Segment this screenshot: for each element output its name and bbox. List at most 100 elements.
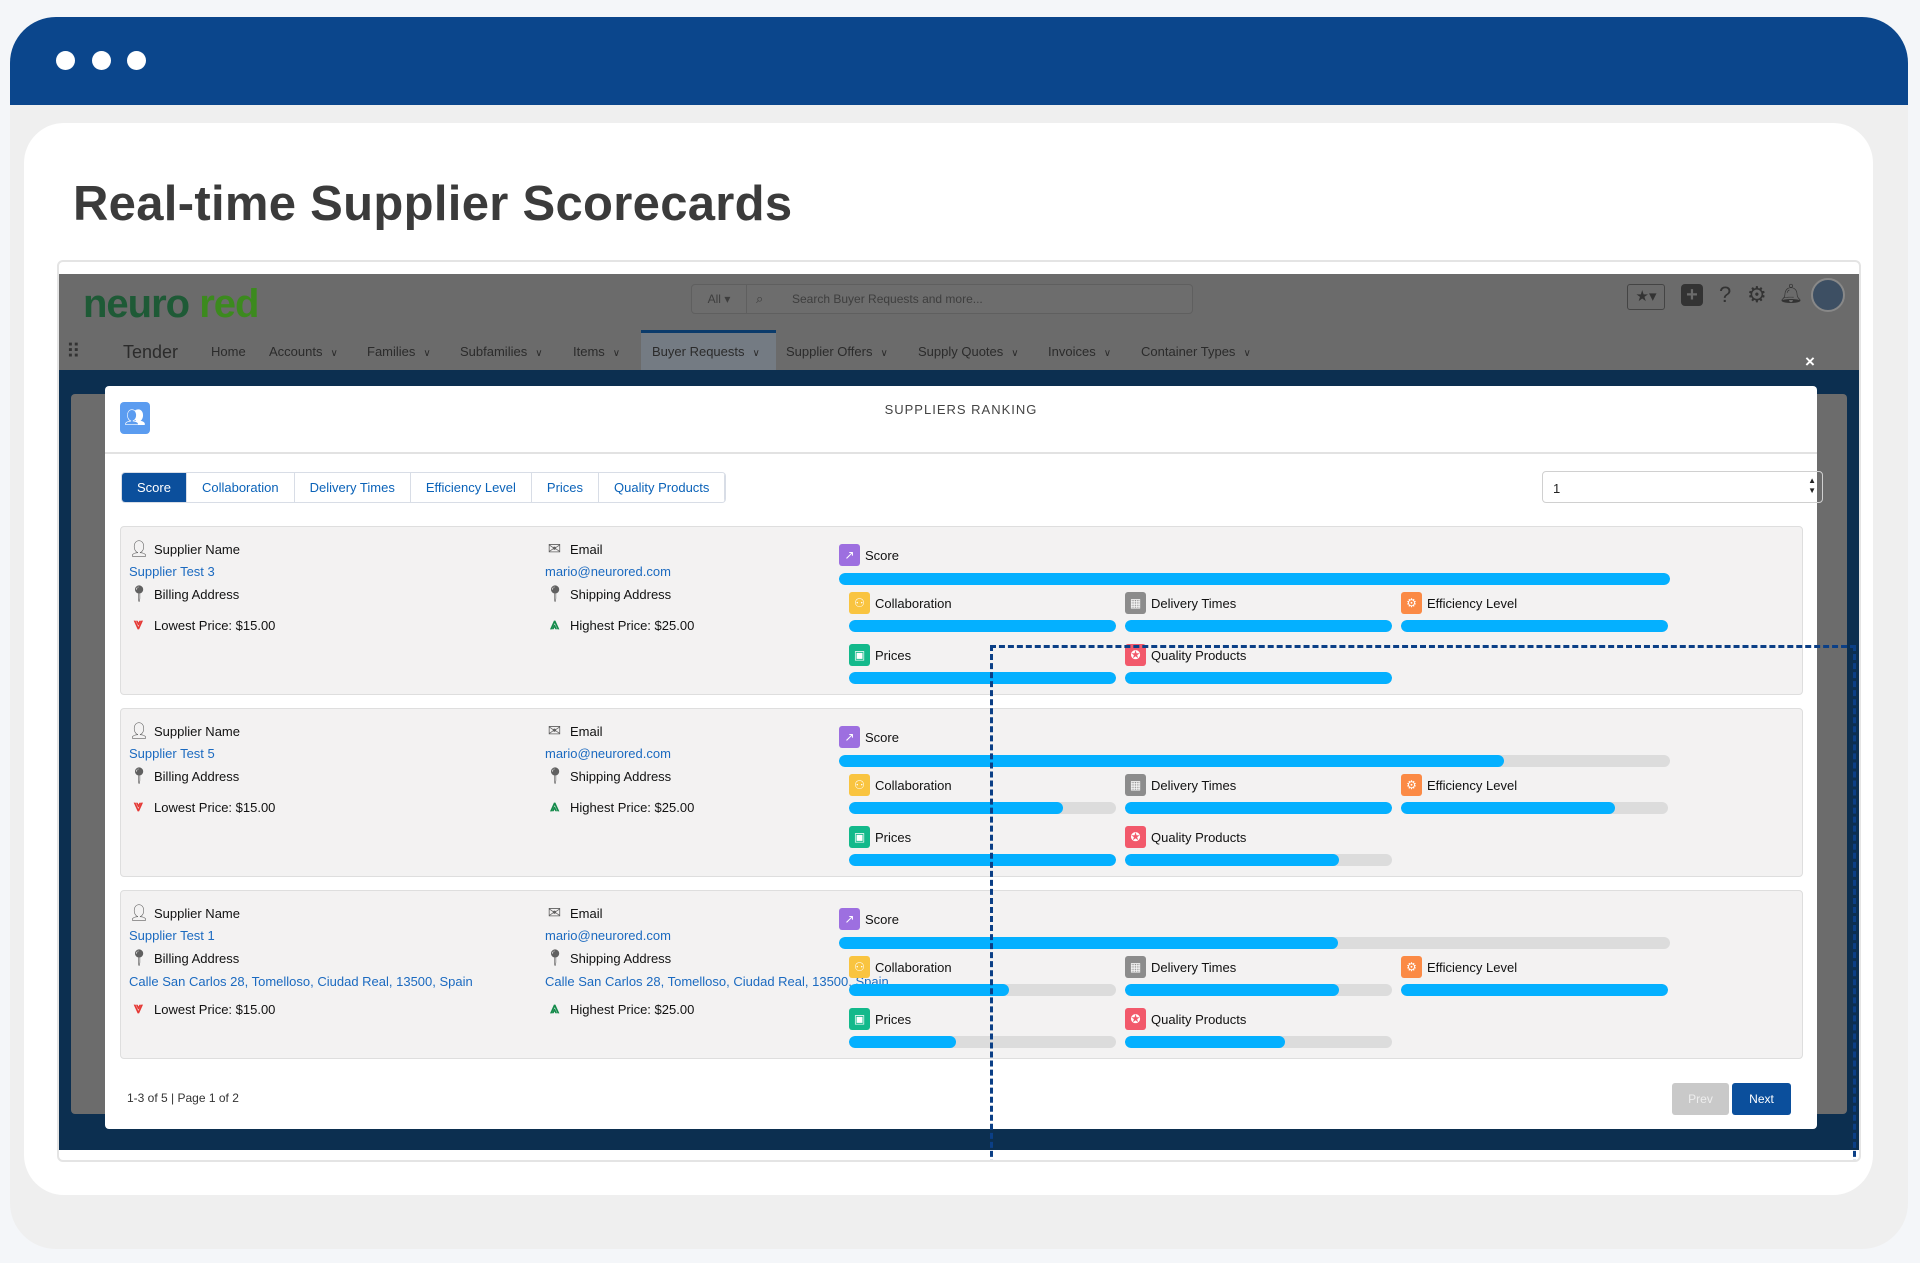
next-button[interactable]: Next <box>1732 1083 1791 1115</box>
shipping-address-label: 📍︎ Shipping Address <box>545 586 672 603</box>
supplier-name-link[interactable]: Supplier Test 5 <box>129 746 215 761</box>
delivery-progress-fill <box>1125 984 1339 996</box>
double-chevron-up-icon: ⩓ <box>549 798 560 815</box>
supplier-name-link[interactable]: Supplier Test 3 <box>129 564 215 579</box>
double-chevron-down-icon: ⩔ <box>133 798 144 815</box>
modal-header: 👥︎ SUPPLIERS RANKING <box>105 386 1817 454</box>
location-pin-icon: 📍︎ <box>129 950 150 967</box>
shipping-address-link[interactable]: Calle San Carlos 28, Tomelloso, Ciudad R… <box>545 974 889 989</box>
global-search[interactable]: All ▾ ⌕ Search Buyer Requests and more..… <box>691 284 1193 314</box>
email-label: ✉ Email <box>545 539 603 559</box>
efficiency-progress-bar <box>1401 984 1668 996</box>
prices-icon: ▣ <box>849 644 870 666</box>
search-scope-select[interactable]: All ▾ <box>692 285 747 313</box>
window-dot <box>56 51 75 70</box>
envelope-icon: ✉ <box>547 723 562 740</box>
person-icon: 👤︎ <box>129 723 150 740</box>
favorites-star-icon[interactable]: ★▾ <box>1627 284 1665 310</box>
metric-efficiency-label: ⚙ Efficiency Level <box>1401 774 1517 796</box>
efficiency-progress-fill <box>1401 620 1668 632</box>
location-pin-icon: 📍︎ <box>129 768 150 785</box>
collaboration-icon: ⚇ <box>849 592 870 614</box>
lowest-price: ⩔ Lowest Price: $15.00 <box>129 798 275 816</box>
supplier-name-label: 👤︎ Supplier Name <box>129 905 240 922</box>
metric-score-label: ↗ Score <box>839 544 899 566</box>
delivery-progress-fill <box>1125 802 1392 814</box>
nav-item[interactable]: Items ∨ <box>573 344 621 359</box>
search-input[interactable]: Search Buyer Requests and more... <box>792 292 983 306</box>
metric-delivery-label: ▦ Delivery Times <box>1125 956 1236 978</box>
tab-efficiency-level[interactable]: Efficiency Level <box>410 473 532 502</box>
lowest-price: ⩔ Lowest Price: $15.00 <box>129 616 275 634</box>
help-icon[interactable]: ? <box>1719 282 1732 307</box>
nav-item[interactable]: Supply Quotes ∨ <box>918 344 1019 359</box>
quality-icon: ✪ <box>1125 826 1146 848</box>
highest-price: ⩓ Highest Price: $25.00 <box>545 616 694 634</box>
app-window: neuro red All ▾ ⌕ Search Buyer Requests … <box>59 274 1859 1160</box>
tab-score[interactable]: Score <box>122 473 187 502</box>
billing-address-link[interactable]: Calle San Carlos 28, Tomelloso, Ciudad R… <box>129 974 473 989</box>
nav-item[interactable]: Home <box>211 344 246 359</box>
quality-progress-bar <box>1125 854 1392 866</box>
chevron-down-icon: ∨ <box>330 348 338 359</box>
window-dot <box>92 51 111 70</box>
email-link[interactable]: mario@neurored.com <box>545 928 671 943</box>
metric-score-label: ↗ Score <box>839 726 899 748</box>
nav-item[interactable]: Subfamilies ∨ <box>460 344 543 359</box>
email-link[interactable]: mario@neurored.com <box>545 564 671 579</box>
scorecard-highlight-box <box>990 645 1856 1160</box>
page-title: Real-time Supplier Scorecards <box>73 177 793 231</box>
page-number-select[interactable]: 1 ▲ ▼ <box>1542 471 1823 503</box>
metric-collaboration-label: ⚇ Collaboration <box>849 592 952 614</box>
email-link[interactable]: mario@neurored.com <box>545 746 671 761</box>
score-progress-bar <box>839 937 1670 949</box>
nav-item[interactable]: Invoices ∨ <box>1048 344 1112 359</box>
tab-quality-products[interactable]: Quality Products <box>599 473 726 502</box>
efficiency-progress-fill <box>1401 802 1615 814</box>
delivery-icon: ▦ <box>1125 592 1146 614</box>
nav-item[interactable]: Accounts ∨ <box>269 344 338 359</box>
window-titlebar <box>10 17 1908 105</box>
nav-item[interactable]: Families ∨ <box>367 344 431 359</box>
settings-gear-icon[interactable]: ⚙ <box>1747 282 1767 307</box>
quality-progress-fill <box>1125 1036 1286 1048</box>
app-launcher-icon[interactable]: ⠿ <box>66 341 81 363</box>
modal-close-button[interactable]: × <box>1805 352 1815 371</box>
highest-price: ⩓ Highest Price: $25.00 <box>545 798 694 816</box>
nav-item[interactable]: Supplier Offers ∨ <box>786 344 888 359</box>
prev-button[interactable]: Prev <box>1672 1083 1729 1115</box>
supplier-card: 👤︎ Supplier Name Supplier Test 1 📍︎ Billin… <box>120 890 1803 1059</box>
collaboration-progress-bar <box>849 802 1116 814</box>
nav-item[interactable]: Buyer Requests ∨ <box>652 344 760 359</box>
score-icon: ↗ <box>839 726 860 748</box>
prices-progress-fill <box>849 672 1116 684</box>
pagination-summary: 1-3 of 5 | Page 1 of 2 <box>127 1091 239 1105</box>
quality-progress-fill <box>1125 854 1339 866</box>
notifications-bell-icon[interactable]: 🔔︎ <box>1779 284 1804 305</box>
efficiency-progress-fill <box>1401 984 1668 996</box>
nav-item[interactable]: Container Types ∨ <box>1141 344 1251 359</box>
nav-active-highlight <box>641 330 776 370</box>
envelope-icon: ✉ <box>547 905 562 922</box>
prices-icon: ▣ <box>849 826 870 848</box>
billing-address-label: 📍︎ Billing Address <box>129 950 240 967</box>
spinner-arrows-icon[interactable]: ▲ ▼ <box>1808 476 1816 495</box>
location-pin-icon: 📍︎ <box>545 768 566 785</box>
user-avatar[interactable] <box>1811 278 1845 312</box>
tab-collaboration[interactable]: Collaboration <box>186 473 295 502</box>
tab-delivery-times[interactable]: Delivery Times <box>294 473 411 502</box>
add-icon[interactable]: + <box>1681 284 1703 306</box>
metric-efficiency-label: ⚙ Efficiency Level <box>1401 592 1517 614</box>
metric-quality-label: ✪ Quality Products <box>1125 1008 1246 1030</box>
metric-delivery-label: ▦ Delivery Times <box>1125 774 1236 796</box>
delivery-icon: ▦ <box>1125 774 1146 796</box>
collaboration-progress-fill <box>849 620 1116 632</box>
prices-progress-bar <box>849 672 1116 684</box>
envelope-icon: ✉ <box>547 541 562 558</box>
supplier-name-link[interactable]: Supplier Test 1 <box>129 928 215 943</box>
delivery-progress-fill <box>1125 620 1392 632</box>
supplier-card: 👤︎ Supplier Name Supplier Test 3 📍︎ Billin… <box>120 526 1803 695</box>
tab-prices[interactable]: Prices <box>531 473 600 502</box>
shipping-address-label: 📍︎ Shipping Address <box>545 950 672 967</box>
metric-collaboration-label: ⚇ Collaboration <box>849 956 952 978</box>
